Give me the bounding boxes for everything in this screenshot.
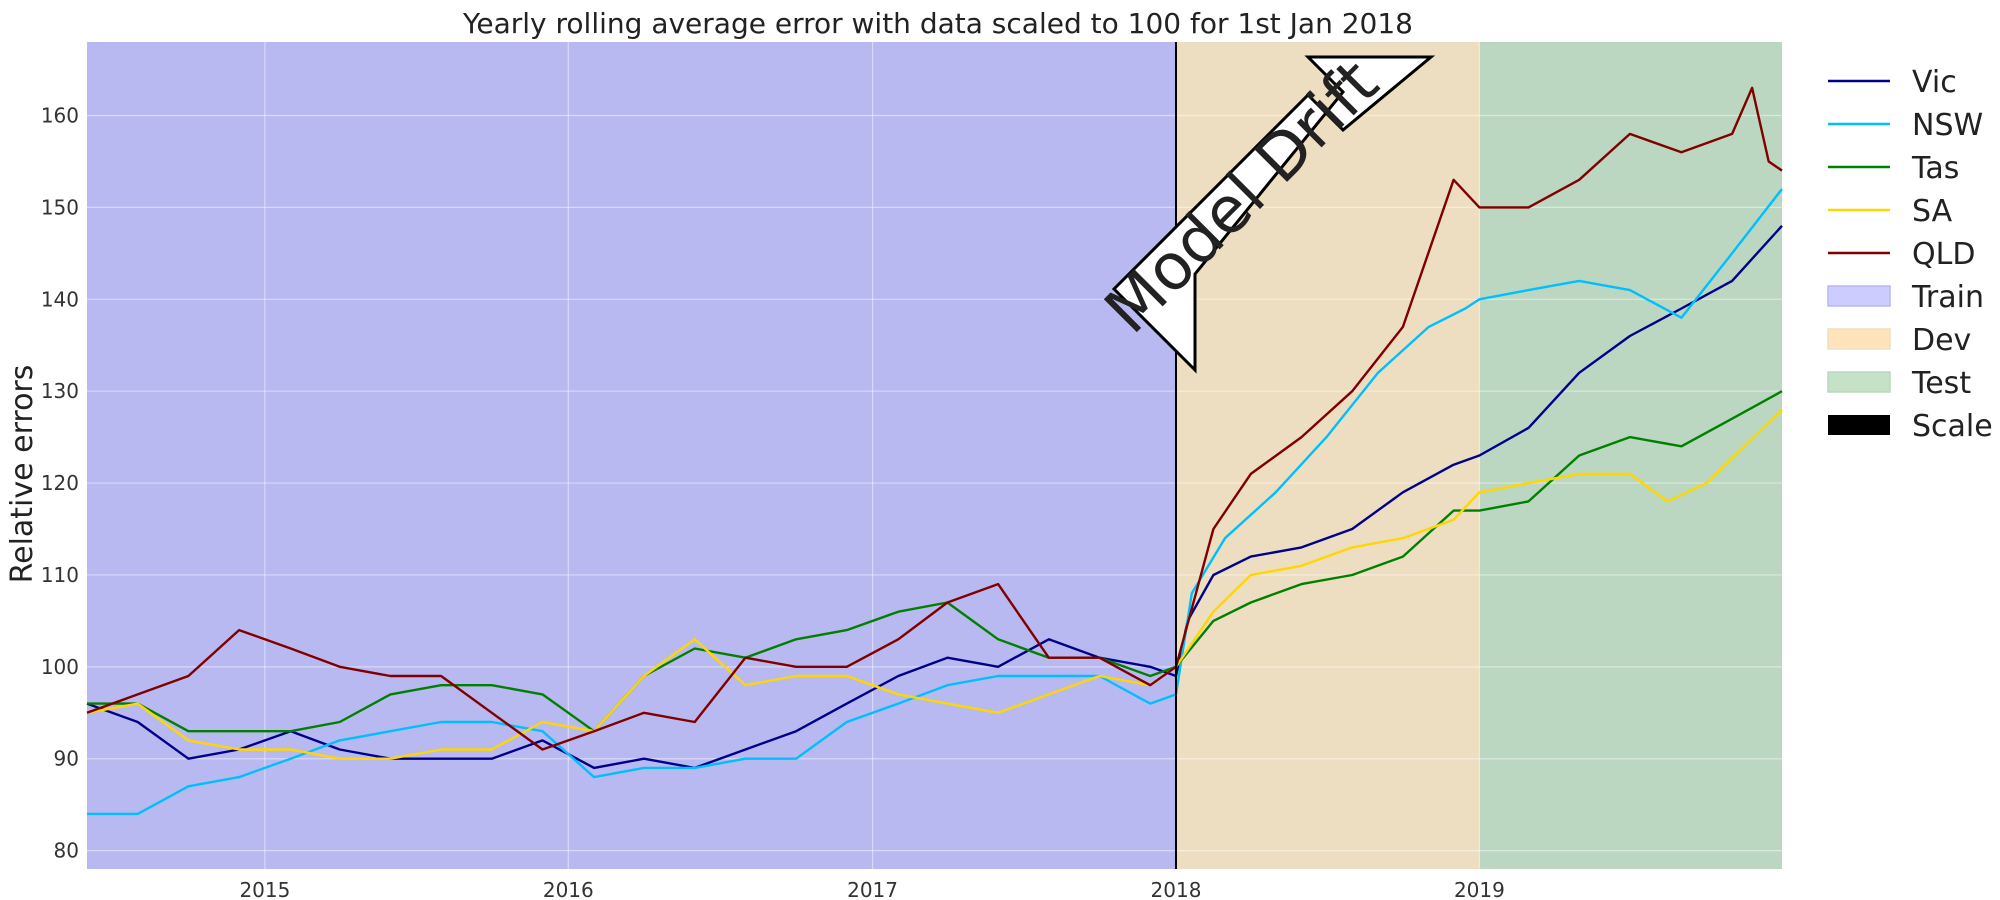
series-line-nsw	[87, 188, 1783, 816]
region-test	[1479, 42, 1782, 869]
x-tick-label: 2019	[1454, 878, 1505, 900]
legend-label-dev: Dev	[1912, 323, 1971, 358]
y-tick-label: 160	[41, 104, 79, 128]
x-tick-label: 2018	[1151, 878, 1202, 900]
x-tick-label: 2017	[847, 878, 898, 900]
y-tick-label: 150	[41, 195, 79, 219]
series-line-tas	[87, 390, 1783, 733]
chart-title: Yearly rolling average error with data s…	[462, 7, 1413, 40]
y-tick-label: 140	[41, 287, 79, 311]
y-tick-label: 130	[41, 379, 79, 403]
legend-label-test: Test	[1911, 366, 1971, 401]
legend-label-sa: SA	[1912, 194, 1953, 229]
legend-swatch-train	[1827, 285, 1891, 307]
y-tick-label: 110	[41, 563, 79, 587]
y-axis-label: Relative errors	[5, 365, 40, 584]
x-tick-label: 2015	[239, 878, 290, 900]
y-tick-label: 100	[41, 655, 79, 679]
series-layer	[86, 86, 1783, 816]
y-tick-label: 120	[41, 471, 79, 495]
series-line-qld	[86, 86, 1783, 751]
legend-label-train: Train	[1911, 280, 1984, 315]
legend-label-vic: Vic	[1912, 65, 1957, 100]
legend-label-qld: QLD	[1912, 237, 1975, 272]
legend-label-scale: Scale	[1912, 409, 1993, 444]
y-tick-label: 90	[54, 747, 79, 771]
drift-arrow-shape	[1111, 55, 1436, 374]
axes-layer: 80 90 100 110 120 130 140 150 160 2015 2016 2017 201…	[41, 104, 1505, 900]
legend-label-nsw: NSW	[1912, 108, 1983, 143]
legend-label-tas: Tas	[1911, 151, 1959, 186]
legend-swatch-scale	[1828, 415, 1890, 435]
legend-swatch-dev	[1827, 328, 1891, 350]
legend: Vic NSW Tas SA QLD Train Dev Test Scale	[1827, 65, 1993, 444]
series-line-sa	[86, 408, 1783, 760]
y-tick-label: 80	[54, 839, 79, 863]
x-tick-label: 2016	[543, 878, 594, 900]
legend-swatch-test	[1827, 371, 1891, 393]
region-layer	[87, 42, 1782, 869]
